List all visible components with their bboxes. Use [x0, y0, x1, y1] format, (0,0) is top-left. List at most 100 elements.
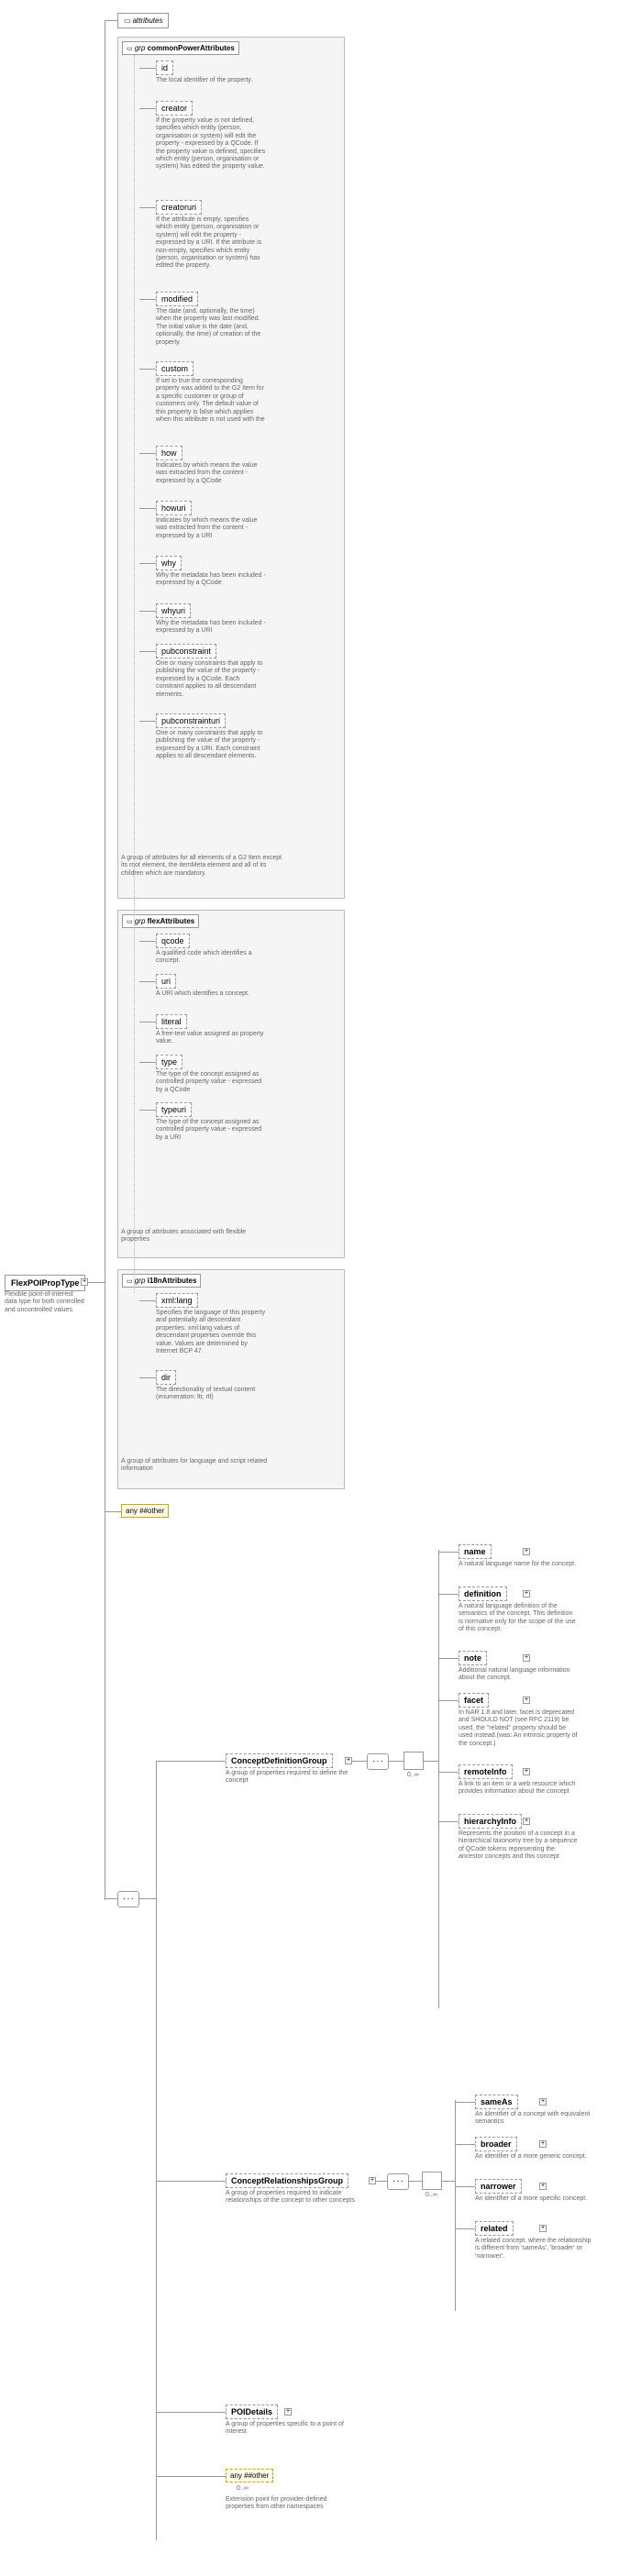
attr-desc: The date (and, optionally, the time) whe… [156, 308, 266, 347]
connector [156, 1761, 157, 2540]
expand-icon[interactable]: + [284, 2408, 292, 2416]
expand-icon[interactable]: + [539, 2183, 547, 2190]
element-label: note [464, 1653, 481, 1663]
attr-desc: If the attribute is empty, specifies whi… [156, 216, 266, 271]
any-other-label: any ##other [126, 1507, 164, 1515]
concept-definition-group[interactable]: ConceptDefinitionGroup [226, 1753, 333, 1768]
any-other-bottom-desc: Extension point for provider-defined pro… [226, 2496, 354, 2512]
attr-xml:lang: xml:lang [156, 1293, 198, 1308]
expand-icon[interactable]: + [523, 1590, 530, 1598]
attr-typeuri: typeuri [156, 1102, 192, 1117]
connector [438, 1594, 459, 1595]
element-desc: An identifier of a more specific concept… [475, 2195, 587, 2203]
element-label: narrower [481, 2182, 516, 2191]
element-desc: A link to an item or a web resource whic… [459, 1781, 578, 1797]
element-remoteInfo[interactable]: remoteInfo [459, 1764, 513, 1779]
expand-icon[interactable]: + [523, 1818, 530, 1825]
attr-desc: Specifies the language of this property … [156, 1310, 266, 1355]
element-desc: Represents the position of a concept in … [459, 1830, 578, 1862]
cdg-desc: A group of properties required to define… [226, 1770, 354, 1786]
attr-label: creatoruri [161, 203, 196, 212]
attr-desc: A free-text value assigned as property v… [156, 1031, 266, 1046]
attr-desc: Why the metadata has been included - exp… [156, 620, 266, 636]
grp-label: grp [135, 917, 146, 925]
attr-label: uri [161, 977, 171, 986]
root-type-node[interactable]: FlexPOIPropType [5, 1275, 85, 1291]
attr-desc: A qualified code which identifies a conc… [156, 950, 266, 966]
attr-custom: custom [156, 361, 193, 376]
element-note[interactable]: note [459, 1651, 487, 1665]
expand-icon[interactable]: + [345, 1757, 352, 1764]
choice-marker [403, 1752, 424, 1770]
connector [438, 1821, 459, 1822]
element-sameAs[interactable]: sameAs [475, 2095, 518, 2109]
connector [88, 1282, 105, 1283]
any-other-bottom: any ##other [226, 2469, 273, 2482]
expand-icon[interactable]: + [523, 1697, 530, 1704]
expand-icon[interactable]: + [539, 2225, 547, 2232]
element-definition[interactable]: definition [459, 1587, 507, 1601]
attr-label: pubconstraint [161, 647, 211, 656]
connector [438, 1658, 459, 1659]
attr-desc: One or many constraints that apply to pu… [156, 730, 266, 761]
attr-label: id [161, 63, 168, 72]
element-desc: Additional natural language information … [459, 1667, 578, 1683]
attributes-tab: ▭attributes [117, 13, 169, 28]
group-title: ▭ grp commonPowerAttributes [122, 41, 239, 55]
grp-label: grp [135, 1277, 146, 1285]
element-narrower[interactable]: narrower [475, 2179, 522, 2194]
cardinality: 0..∞ [426, 2192, 437, 2198]
connector [139, 721, 156, 722]
expand-icon[interactable]: + [539, 2098, 547, 2106]
attr-desc: Why the metadata has been included - exp… [156, 572, 266, 588]
attr-label: whyuri [161, 606, 185, 615]
element-facet[interactable]: facet [459, 1693, 489, 1708]
expand-icon[interactable]: + [523, 1654, 530, 1662]
connector [105, 1511, 121, 1512]
element-label: broader [481, 2139, 512, 2149]
connector [139, 108, 156, 109]
connector [139, 941, 156, 942]
connector [139, 651, 156, 652]
expand-icon[interactable]: + [369, 2177, 376, 2184]
poi-label: POIDetails [231, 2407, 272, 2416]
grp-name: i18nAttributes [148, 1277, 197, 1285]
attr-id: id [156, 61, 173, 75]
element-name[interactable]: name [459, 1544, 492, 1559]
attr-desc: Indicates by which means the value was e… [156, 462, 266, 485]
connector [139, 563, 156, 564]
expand-icon[interactable]: + [523, 1548, 530, 1555]
element-label: name [464, 1547, 486, 1556]
group-common-desc: A group of attributes for all elements o… [121, 855, 286, 878]
attr-uri: uri [156, 974, 176, 989]
connector [139, 1110, 156, 1111]
poi-details[interactable]: POIDetails [226, 2405, 278, 2419]
expand-icon[interactable]: + [81, 1278, 88, 1286]
attr-label: custom [161, 364, 188, 373]
element-label: sameAs [481, 2097, 513, 2106]
connector [156, 2181, 226, 2182]
attr-qcode: qcode [156, 934, 190, 948]
attr-label: literal [161, 1017, 182, 1026]
expand-icon[interactable]: + [539, 2140, 547, 2148]
attr-desc: The local identifier of the property. [156, 77, 252, 84]
attr-label: dir [161, 1373, 171, 1382]
attr-howuri: howuri [156, 501, 192, 515]
element-broader[interactable]: broader [475, 2137, 517, 2151]
expand-icon[interactable]: + [523, 1768, 530, 1775]
sequence-marker [117, 1891, 139, 1907]
any-other-top: any ##other [121, 1504, 169, 1518]
concept-relationships-group[interactable]: ConceptRelationshipsGroup [226, 2173, 348, 2188]
element-hierarchyInfo[interactable]: hierarchyInfo [459, 1814, 522, 1829]
cardinality: 0..∞ [407, 1772, 419, 1778]
connector [139, 68, 156, 69]
attr-label: creator [161, 104, 187, 113]
connector [139, 1377, 156, 1378]
connector [139, 299, 156, 300]
attr-why: why [156, 556, 182, 570]
sequence-marker [387, 2173, 409, 2190]
attr-how: how [156, 446, 182, 460]
attr-pubconstrainturi: pubconstrainturi [156, 713, 226, 728]
connector [139, 508, 156, 509]
element-related[interactable]: related [475, 2221, 514, 2236]
